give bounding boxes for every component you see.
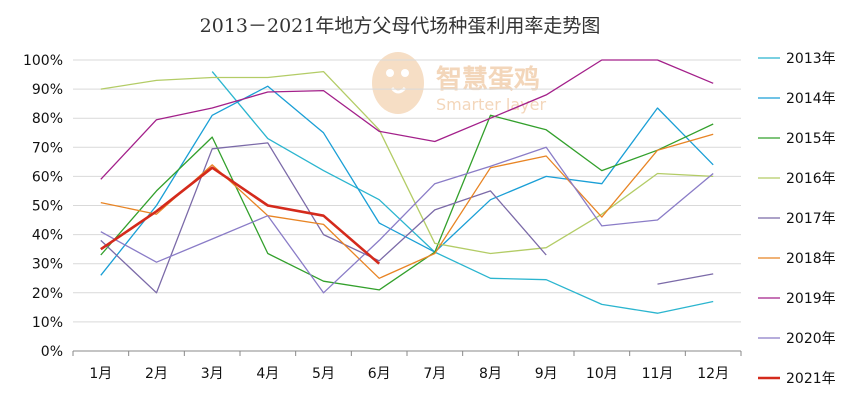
x-tick-label: 9月 xyxy=(535,366,558,382)
series-line-2020年 xyxy=(100,146,714,294)
legend-label: 2015年 xyxy=(786,131,836,147)
legend-label: 2021年 xyxy=(786,371,836,387)
series-line-2021年 xyxy=(100,166,381,265)
y-tick-label: 60% xyxy=(32,169,63,185)
watermark-brand: 智慧蛋鸡 xyxy=(436,64,540,95)
x-tick-label: 1月 xyxy=(89,366,112,382)
series-line-2014年 xyxy=(100,85,714,276)
legend-label: 2016年 xyxy=(786,171,836,187)
x-tick-label: 6月 xyxy=(368,366,391,382)
series-line-2019年 xyxy=(100,59,714,180)
legend-label: 2018年 xyxy=(786,251,836,267)
series-line-2018年 xyxy=(100,133,714,279)
x-tick-label: 8月 xyxy=(479,366,502,382)
series-line-2013年 xyxy=(211,71,714,314)
legend-label: 2020年 xyxy=(786,331,836,347)
y-tick-label: 40% xyxy=(32,228,63,244)
y-tick-label: 80% xyxy=(32,111,63,127)
y-tick-label: 100% xyxy=(23,53,63,69)
y-tick-label: 90% xyxy=(32,82,63,98)
watermark-subtitle: Smarter layer xyxy=(436,95,546,114)
y-axis-ticks: 0% 10% 20% 30% 40% 50% 60% 70% 80% 90% 100% xyxy=(23,53,63,360)
brand-watermark: 智慧蛋鸡 Smarter layer xyxy=(372,52,546,114)
legend: 2013年 2014年 2015年 2016年 2017年 2018年 2019年 2020年… xyxy=(758,51,836,387)
x-tick-label: 5月 xyxy=(312,366,335,382)
x-tick-label: 4月 xyxy=(256,366,279,382)
chick-logo-icon xyxy=(372,52,424,114)
y-tick-label: 50% xyxy=(32,199,63,215)
y-tick-label: 0% xyxy=(41,344,63,360)
x-tick-label: 3月 xyxy=(201,366,224,382)
y-tick-label: 20% xyxy=(32,286,63,302)
x-tick-label: 12月 xyxy=(697,366,729,382)
y-tick-label: 10% xyxy=(32,315,63,331)
chart-title: 2013－2021年地方父母代场种蛋利用率走势图 xyxy=(200,15,601,37)
series-lines xyxy=(100,59,714,314)
y-tick-label: 70% xyxy=(32,140,63,156)
series-line-2015年 xyxy=(100,114,714,291)
legend-label: 2017年 xyxy=(786,211,836,227)
series-line-2016年 xyxy=(100,70,714,255)
legend-label: 2014年 xyxy=(786,91,836,107)
legend-label: 2013年 xyxy=(786,51,836,67)
x-tick-label: 7月 xyxy=(423,366,446,382)
x-tick-label: 11月 xyxy=(642,366,674,382)
x-axis-ticks: 1月 2月 3月 4月 5月 6月 7月 8月 9月 10月 11月 12月 xyxy=(72,351,742,382)
x-tick-label: 2月 xyxy=(145,366,168,382)
legend-label: 2019年 xyxy=(786,291,836,307)
y-tick-label: 30% xyxy=(32,257,63,273)
x-tick-label: 10月 xyxy=(586,366,618,382)
